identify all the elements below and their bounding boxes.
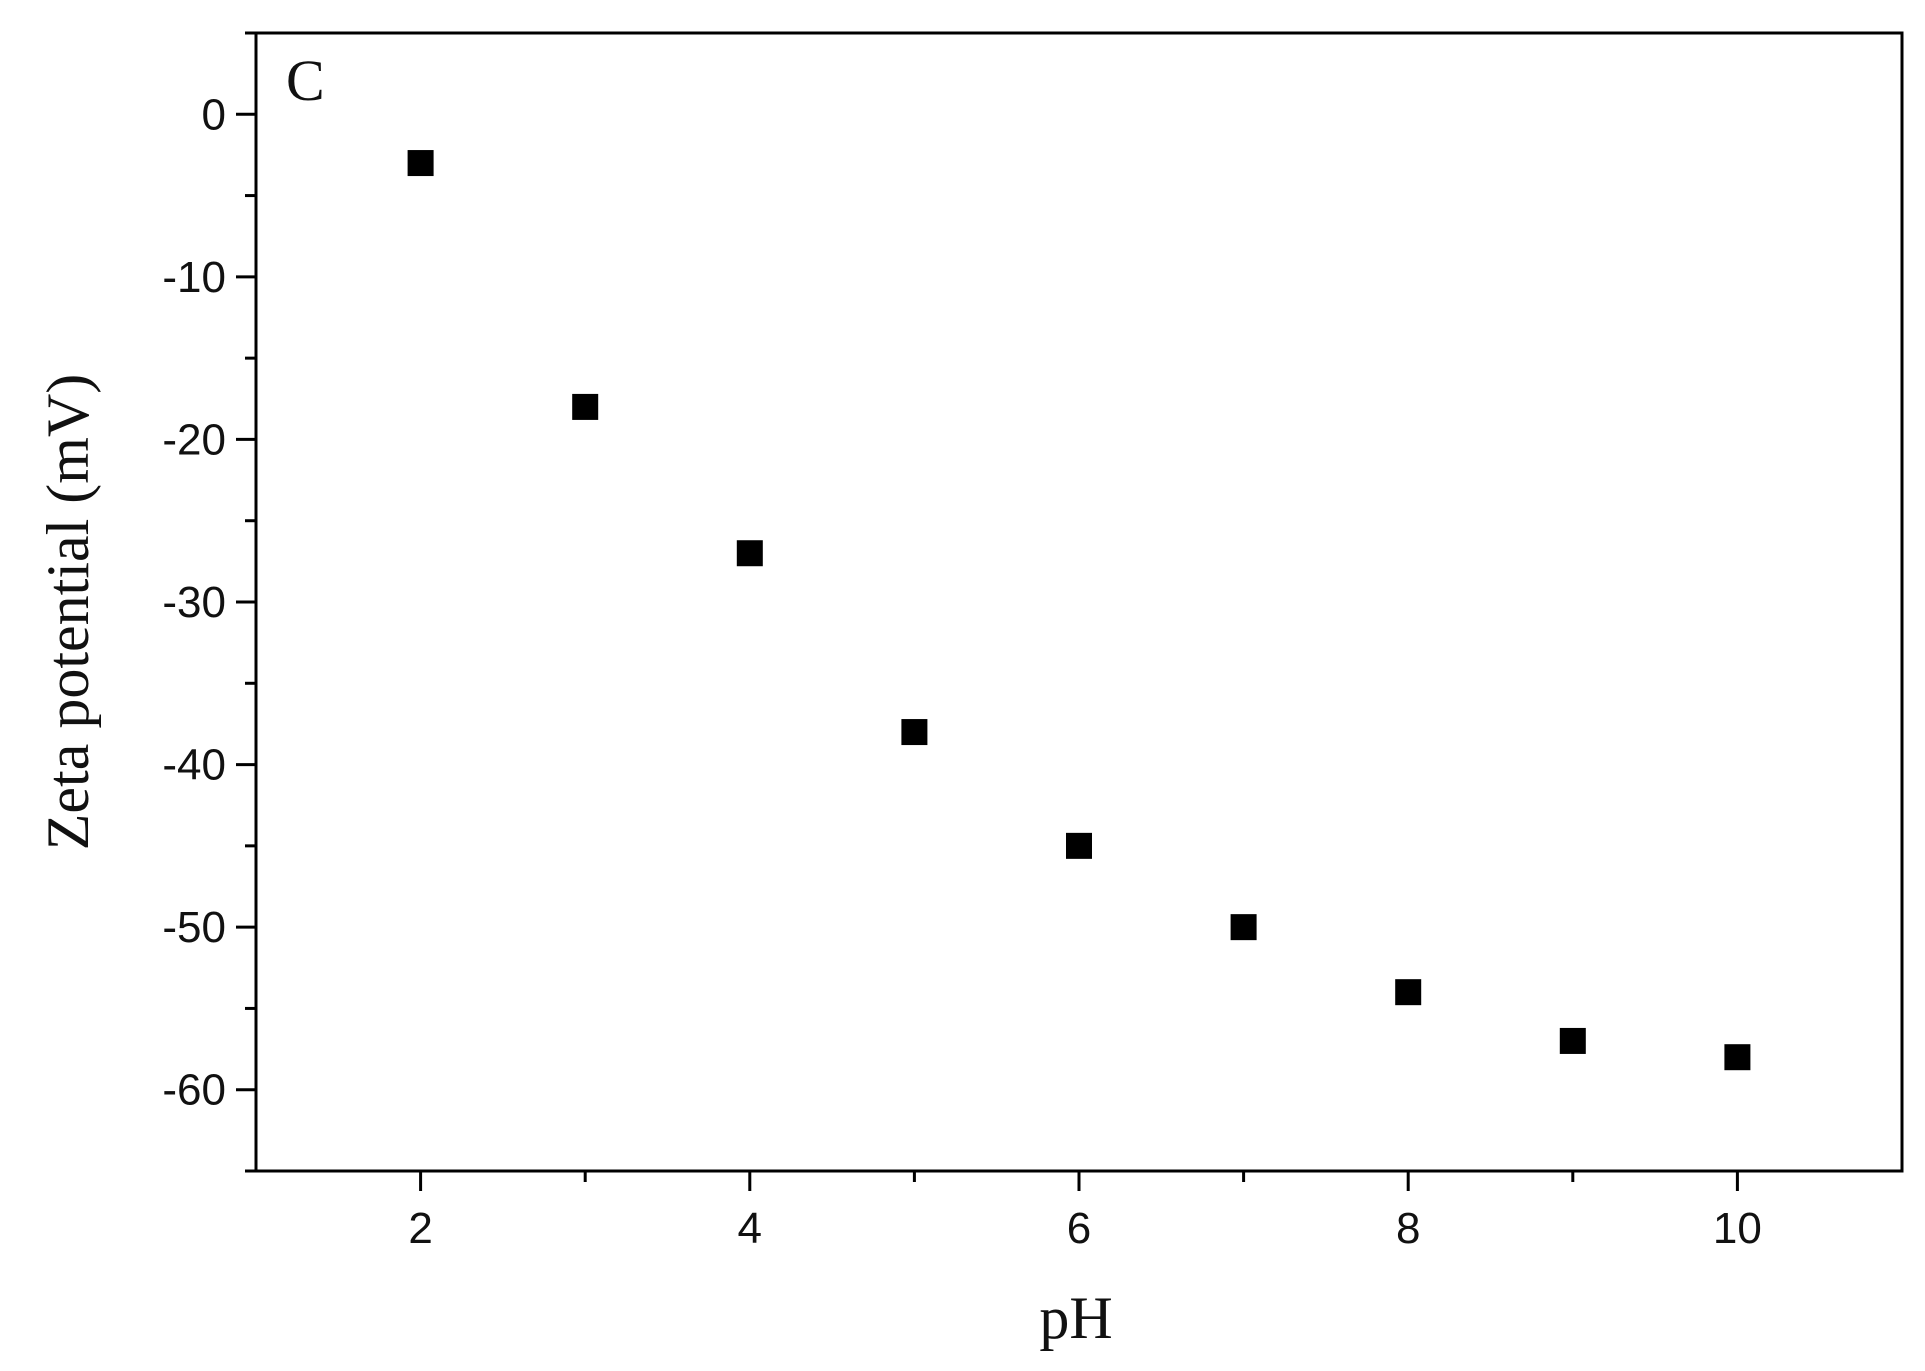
x-tick-label: 4 bbox=[738, 1204, 762, 1253]
y-tick-label: 0 bbox=[202, 90, 226, 139]
panel-label: C bbox=[286, 48, 325, 113]
data-point-marker bbox=[407, 150, 434, 177]
data-point-marker bbox=[1559, 1027, 1586, 1054]
data-point-marker bbox=[1724, 1044, 1751, 1071]
data-point-marker bbox=[572, 393, 599, 420]
data-point-marker bbox=[901, 719, 928, 746]
data-point-marker bbox=[1230, 914, 1257, 941]
data-point-marker bbox=[1066, 832, 1092, 859]
y-axis-title: Zeta potential (mV) bbox=[35, 374, 101, 850]
data-point-marker bbox=[736, 540, 763, 567]
x-tick-label: 2 bbox=[408, 1204, 432, 1253]
data-point-marker bbox=[1395, 979, 1422, 1006]
x-tick-label: 8 bbox=[1396, 1204, 1420, 1253]
plot-area-frame bbox=[254, 31, 1904, 1173]
x-tick-label: 6 bbox=[1067, 1204, 1091, 1253]
x-axis-title: pH bbox=[1039, 1285, 1112, 1351]
y-tick-label: -10 bbox=[162, 253, 226, 302]
y-tick-label: -50 bbox=[162, 903, 226, 952]
y-tick-label: -30 bbox=[162, 578, 226, 627]
y-tick-label: -40 bbox=[162, 741, 226, 790]
y-tick-label: -20 bbox=[162, 415, 226, 464]
x-tick-label: 10 bbox=[1713, 1204, 1762, 1253]
y-tick-label: -60 bbox=[162, 1066, 226, 1115]
